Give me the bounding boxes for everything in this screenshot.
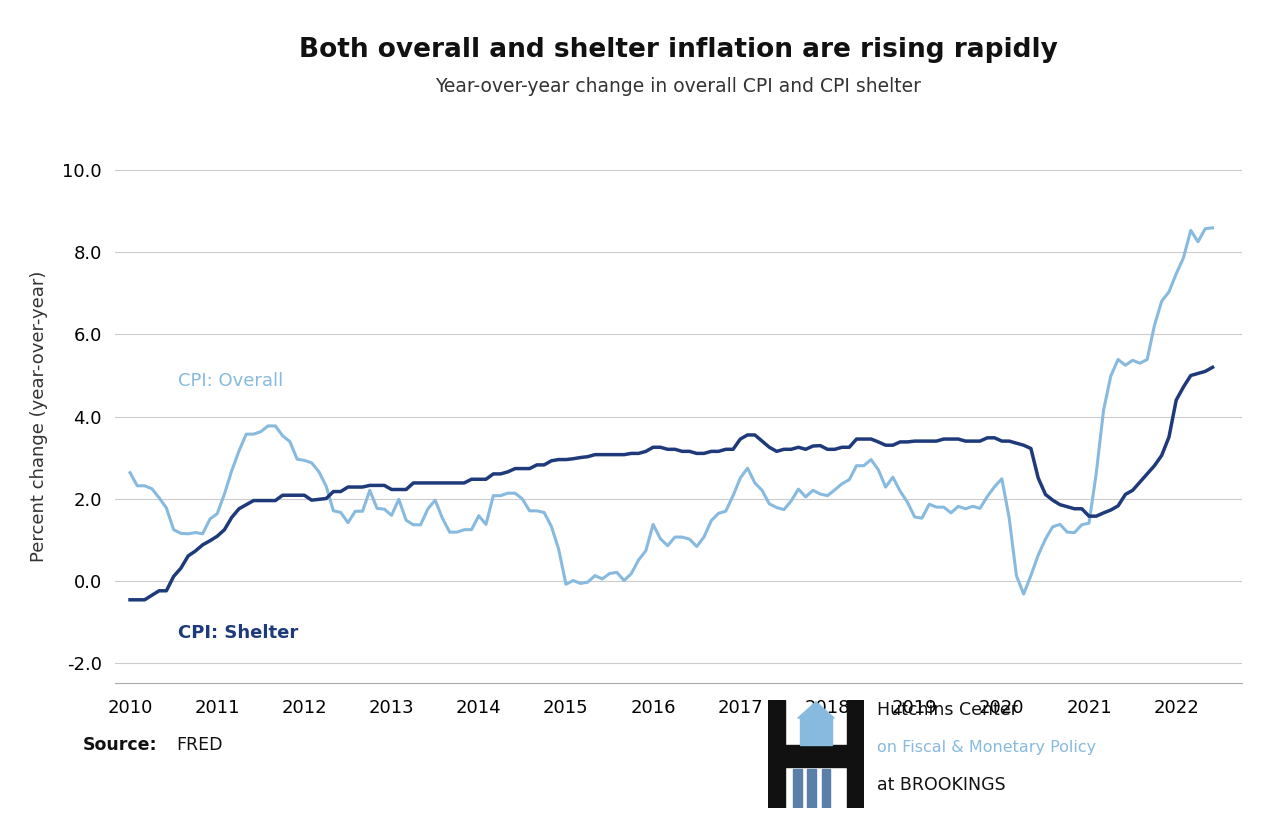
- Text: FRED: FRED: [177, 736, 223, 754]
- Text: Hutchins Center: Hutchins Center: [877, 701, 1018, 719]
- Polygon shape: [797, 702, 835, 718]
- Text: Both overall and shelter inflation are rising rapidly: Both overall and shelter inflation are r…: [300, 37, 1057, 63]
- Bar: [792, 769, 801, 808]
- Text: Source:: Source:: [83, 736, 157, 754]
- Text: CPI: Overall: CPI: Overall: [178, 372, 283, 390]
- Y-axis label: Percent change (year-over-year): Percent change (year-over-year): [31, 271, 49, 562]
- Text: Year-over-year change in overall CPI and CPI shelter: Year-over-year change in overall CPI and…: [435, 77, 922, 96]
- Bar: [786, 746, 847, 767]
- Text: at BROOKINGS: at BROOKINGS: [877, 776, 1005, 794]
- Text: on Fiscal & Monetary Policy: on Fiscal & Monetary Policy: [877, 740, 1096, 755]
- Bar: [800, 718, 832, 746]
- Bar: [768, 700, 786, 808]
- Bar: [808, 769, 817, 808]
- Text: CPI: Shelter: CPI: Shelter: [178, 624, 298, 641]
- Bar: [847, 700, 864, 808]
- Bar: [822, 769, 831, 808]
